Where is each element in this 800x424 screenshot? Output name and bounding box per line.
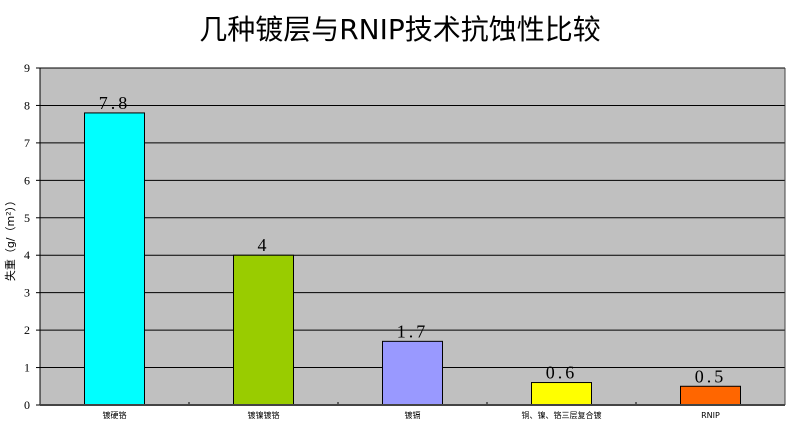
- bar: [233, 254, 294, 406]
- y-tick-label: 0: [24, 398, 30, 412]
- x-tick-label: 镀硬铬: [103, 410, 127, 420]
- y-tick-label: 4: [24, 248, 30, 262]
- x-tick-label: 镀镉: [405, 410, 421, 420]
- chart-title: 几种镀层与RNIP技术抗蚀性比较: [199, 13, 601, 46]
- bar: [680, 385, 741, 406]
- data-label: 7.8: [99, 93, 131, 113]
- x-tick-label: RNIP: [701, 411, 720, 420]
- y-tick-label: 9: [24, 61, 30, 75]
- bar: [84, 112, 145, 406]
- y-tick-label: 3: [24, 286, 30, 300]
- data-label: 0.6: [546, 363, 578, 383]
- x-tick-label: 镀镍镀铬: [248, 410, 280, 420]
- bar: [531, 382, 592, 406]
- x-tick-label: 铜、镍、铬三层复合镀: [522, 410, 602, 420]
- y-tick-label: 5: [24, 211, 30, 225]
- bar: [382, 340, 443, 406]
- data-label: 4: [258, 235, 270, 255]
- data-label: 1.7: [397, 321, 429, 341]
- y-tick-label: 8: [24, 98, 30, 112]
- y-tick-label: 6: [24, 173, 30, 187]
- y-tick-label: 1: [24, 361, 30, 375]
- y-tick-label: 7: [24, 136, 30, 150]
- data-label: 0.5: [695, 366, 727, 386]
- y-tick-label: 2: [24, 323, 30, 337]
